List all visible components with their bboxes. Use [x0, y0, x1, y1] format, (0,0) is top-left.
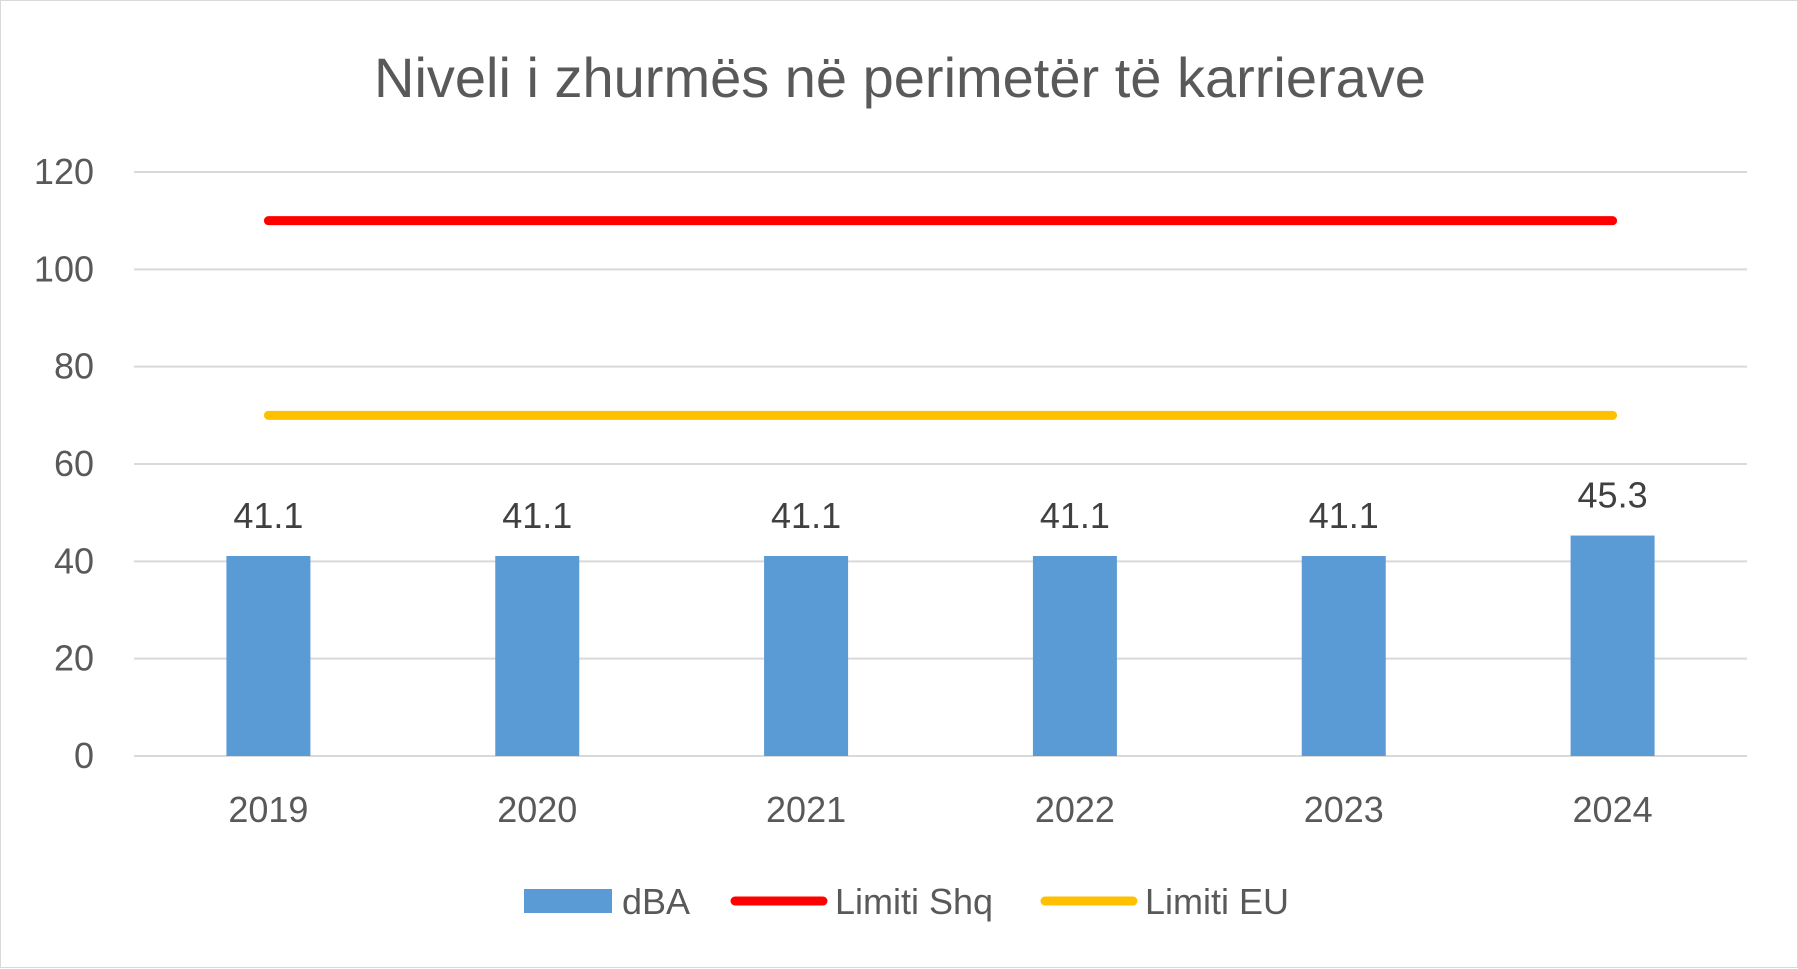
x-tick-label: 2019 — [228, 789, 308, 830]
y-tick-label: 40 — [54, 540, 94, 581]
x-tick-label: 2020 — [497, 789, 577, 830]
legend-label-limiti-shq: Limiti Shq — [835, 881, 993, 922]
bar-2022 — [1032, 555, 1117, 756]
y-tick-label: 20 — [54, 638, 94, 679]
y-axis-ticks: 0 20 40 60 80 100 120 — [34, 151, 94, 776]
y-tick-label: 80 — [54, 346, 94, 387]
bar-2020 — [495, 555, 580, 756]
x-axis-ticks: 2019 2020 2021 2022 2023 2024 — [228, 789, 1652, 830]
data-label-2020: 41.1 — [502, 495, 572, 536]
x-tick-label: 2023 — [1304, 789, 1384, 830]
data-label-2023: 41.1 — [1309, 495, 1379, 536]
y-tick-label: 100 — [34, 248, 94, 289]
y-tick-label: 120 — [34, 151, 94, 192]
bar-2023 — [1301, 555, 1386, 756]
line-series — [263, 216, 1618, 420]
data-label-2022: 41.1 — [1040, 495, 1110, 536]
chart-title: Niveli i zhurmës në perimetër të karrier… — [374, 46, 1426, 109]
x-tick-label: 2021 — [766, 789, 846, 830]
legend: dBA Limiti Shq Limiti EU — [524, 881, 1289, 922]
bar-series — [226, 535, 1655, 756]
legend-label-dba: dBA — [622, 881, 690, 922]
legend-swatch-dba — [524, 889, 612, 913]
data-label-2024: 45.3 — [1578, 475, 1648, 516]
x-tick-label: 2022 — [1035, 789, 1115, 830]
gridlines — [134, 171, 1747, 757]
y-tick-label: 0 — [74, 735, 94, 776]
bar-2019 — [226, 555, 311, 756]
data-label-2021: 41.1 — [771, 495, 841, 536]
legend-label-limiti-eu: Limiti EU — [1145, 881, 1289, 922]
data-labels: 41.1 41.1 41.1 41.1 41.1 45.3 — [233, 475, 1647, 536]
y-tick-label: 60 — [54, 443, 94, 484]
x-tick-label: 2024 — [1573, 789, 1653, 830]
bar-2021 — [764, 555, 849, 756]
bar-2024 — [1570, 535, 1655, 756]
data-label-2019: 41.1 — [233, 495, 303, 536]
